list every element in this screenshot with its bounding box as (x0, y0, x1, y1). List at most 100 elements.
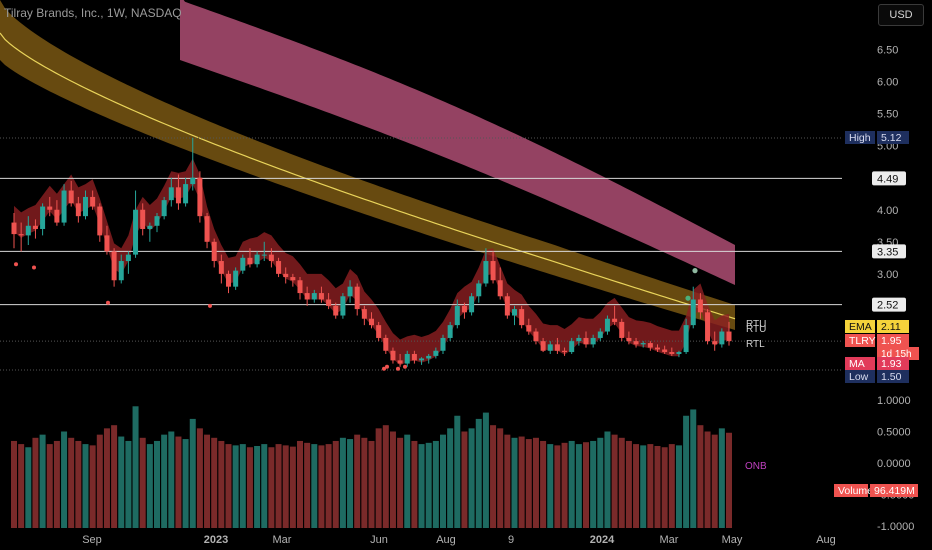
currency-button[interactable]: USD (878, 4, 924, 26)
candle-body (604, 318, 610, 332)
volume-bar (397, 437, 404, 528)
volume-bar (568, 440, 575, 528)
volume-bar (89, 445, 96, 528)
candle-body (726, 331, 732, 342)
signal-dot (396, 366, 400, 371)
candle-body (18, 234, 24, 236)
candle-body (669, 352, 675, 354)
volume-bar (697, 425, 704, 528)
annotation-label: RTU (746, 319, 766, 330)
volume-bar (511, 437, 518, 528)
candle-body (347, 286, 353, 297)
volume-bar (11, 440, 17, 528)
volume-bar (611, 434, 618, 528)
volume-bar (268, 447, 275, 528)
volume-bar (18, 444, 25, 528)
volume-bar (675, 445, 682, 528)
volume-bar (618, 437, 625, 528)
volume-bar (32, 437, 39, 528)
candle-body (683, 325, 689, 353)
price-badge-value-bg (877, 370, 909, 383)
candle-body (204, 216, 210, 242)
volume-bar (597, 437, 604, 528)
candle-body (626, 337, 632, 342)
level-price-tag (872, 244, 906, 259)
volume-badge-value: 96.419M (874, 485, 915, 497)
volume-bar (354, 434, 361, 528)
price-badge-value: 1.50 (881, 371, 902, 383)
volume-bar (68, 437, 75, 528)
volume-bar (146, 444, 153, 528)
volume-bar (218, 440, 225, 528)
volume-bar (46, 444, 53, 528)
ema-line (0, 32, 736, 320)
candle-body (247, 257, 253, 265)
candle-body (261, 254, 267, 256)
candle-body (369, 318, 374, 326)
volume-bar (175, 436, 182, 528)
candle-body (226, 273, 231, 287)
candle-body (133, 209, 139, 255)
volume-bar (297, 440, 303, 528)
volume-bar (96, 434, 103, 528)
chart-title: Tilray Brands, Inc., 1W, NASDAQ (4, 6, 182, 20)
volume-tick-label: 1.0000 (877, 395, 911, 407)
volume-bar (447, 428, 454, 528)
candle-body (254, 254, 260, 265)
volume-bar (711, 434, 718, 528)
candle-body (476, 283, 482, 297)
volume-bar (525, 439, 532, 528)
volume-bar (640, 445, 647, 528)
candle-body (75, 203, 81, 217)
volume-bar (261, 444, 268, 528)
candle-body (125, 254, 131, 262)
volume-bar (275, 444, 282, 528)
candle-body (576, 337, 582, 342)
candle-body (597, 331, 603, 338)
volume-bar (282, 445, 289, 528)
candle-body (440, 337, 446, 351)
upper-resistance-band (180, 0, 735, 285)
volume-bar (361, 437, 368, 528)
time-tick-label: Jun (370, 534, 388, 546)
candle-body (25, 225, 31, 236)
signal-dot (106, 300, 110, 305)
signal-dot (685, 295, 691, 301)
candle-body (311, 293, 317, 300)
signal-dot (32, 265, 36, 270)
volume-bar (311, 444, 318, 528)
candle-body (268, 254, 274, 262)
candle-body (218, 261, 224, 274)
volume-bar (625, 440, 632, 528)
annotation-label: RTL (746, 339, 765, 350)
volume-bar (482, 412, 489, 528)
volume-bar (168, 431, 175, 528)
candle-body (619, 321, 625, 338)
time-tick-label: May (722, 534, 743, 546)
volume-bar (139, 437, 146, 528)
volume-bar (425, 442, 432, 528)
price-badge-name-bg (845, 370, 875, 383)
level-price-label: 2.52 (877, 300, 898, 312)
price-badge-name-bg (845, 334, 875, 347)
candle-body (697, 299, 703, 313)
volume-bar (382, 425, 389, 528)
candle-body (676, 352, 682, 354)
signal-dot (14, 262, 18, 267)
level-price-label: 3.35 (877, 246, 898, 258)
candle-body (83, 196, 88, 217)
time-tick-label: Mar (660, 534, 679, 546)
time-tick-label: Aug (436, 534, 456, 546)
candle-body (469, 296, 475, 313)
candle-body (397, 360, 403, 364)
candle-body (583, 337, 589, 345)
candle-body (411, 353, 417, 361)
candle-body (40, 206, 46, 229)
candle-body (154, 216, 160, 226)
volume-bar (211, 437, 218, 528)
candle-body (712, 341, 718, 345)
volume-bar (103, 428, 110, 528)
candle-body (640, 343, 646, 345)
volume-bar (61, 431, 68, 528)
